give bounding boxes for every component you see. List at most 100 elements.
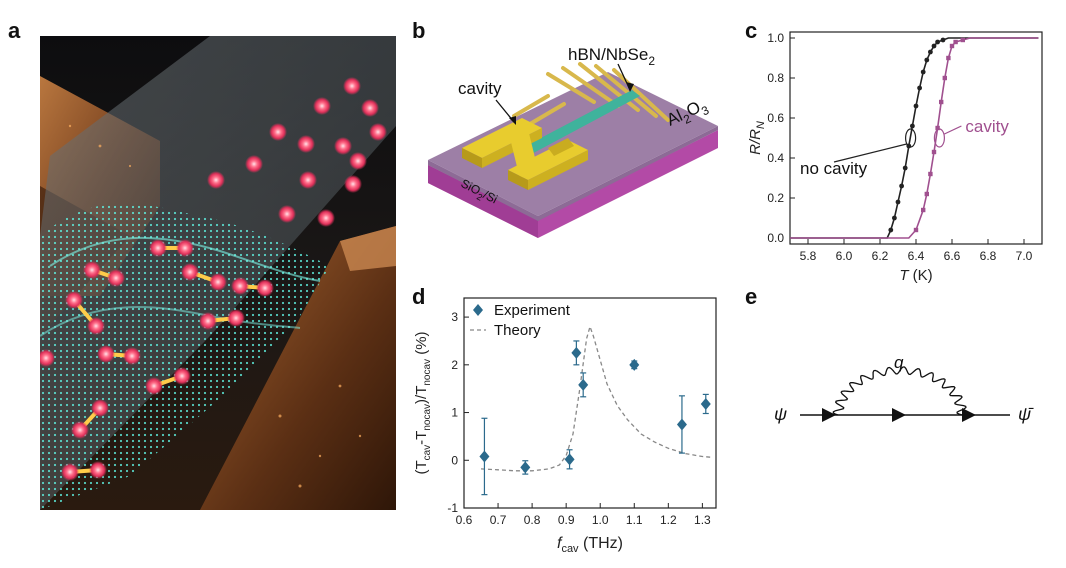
data-point [892,215,897,221]
x-axis-label: fcav (THz) [557,535,623,555]
data-point [920,69,926,75]
data-point [917,85,922,91]
psi-left: ψ [774,404,787,424]
arrow-mid-icon [892,408,906,422]
x-tick-label: 6.6 [944,249,961,263]
x-tick-label: 0.8 [524,513,541,527]
hbn-nbse2-channel [518,90,640,157]
cavity-structure [462,118,588,190]
data-point [942,75,947,81]
data-point [940,37,946,43]
y-tick-label: 1.0 [767,31,784,45]
panel-letter-b: b [412,18,426,43]
x-tick-label: 6.8 [980,249,997,263]
panel-letter-c: c [745,18,758,43]
legend-label-theory: Theory [494,322,541,339]
electron-particles [207,77,387,227]
data-point [910,123,915,129]
y-axis-label: (Tcav-Tnocav)/Tnocav (%) [413,331,433,474]
data-point [928,171,933,177]
annotation-line [833,143,907,163]
photon-loop [832,366,967,416]
data-point [564,453,575,466]
data-point [676,418,687,431]
series-line-0 [790,37,1039,239]
annotation-no-cavity: no cavity [800,159,868,178]
y-tick-label: 2 [451,358,458,372]
panel-a-illustration [40,36,396,510]
x-tick-label: 6.0 [836,249,853,263]
data-point [921,207,926,213]
data-point [913,227,919,233]
x-tick-label: 1.3 [694,513,711,527]
psi-right: ψ̄ [1018,404,1034,424]
x-tick-label: 5.8 [800,249,817,263]
data-point [935,39,940,45]
chart-c: 5.8 6.0 6.2 6.4 6.6 6.8 7.0 0.0 0.2 0.4 0.6 0.8 1.0 T… [748,31,1043,284]
legend-label-experiment: Experiment [494,302,571,319]
x-tick-label: 0.6 [456,513,473,527]
label-cavity: cavity [458,79,502,98]
panel-letter-e: e [745,284,758,309]
data-point [629,358,640,371]
data-point [520,461,531,474]
x-tick-label: 1.1 [626,513,643,527]
annotation-cavity: cavity [965,117,1009,136]
data-point [928,49,933,55]
y-tick-label: 0.8 [767,71,784,85]
chart-d: 0.6 0.7 0.8 0.9 1.0 1.1 1.2 1.3 -1 0 1 2 3 fcav (THz)… [413,297,717,555]
y-tick-label: -1 [447,501,458,515]
data-point [700,397,711,410]
panel-e-feynman: ψ ψ̄ q [774,353,1034,424]
y-tick-label: 3 [451,310,458,324]
x-tick-label: 0.7 [490,513,507,527]
panel-letter-d: d [412,284,426,309]
arrow-right-icon [962,408,976,422]
x-tick-label: 6.4 [908,249,925,263]
legend-marker-experiment [473,304,483,316]
label-material: hBN/NbSe2 [568,45,655,68]
x-axis-label: T (K) [899,267,932,284]
data-point [931,43,937,49]
y-tick-label: 0.0 [767,231,784,245]
y-tick-label: 1 [451,406,458,420]
data-point [935,125,940,131]
x-tick-label: 7.0 [1016,249,1033,263]
annotation-ellipse [905,128,917,148]
electrodes [512,62,670,126]
loop-label-q: q [894,353,904,372]
data-point [924,191,929,197]
data-point [931,149,937,155]
data-point [939,99,944,105]
data-point [888,227,894,233]
data-point [479,450,490,463]
x-tick-label: 6.2 [872,249,889,263]
plot-frame [463,297,717,509]
y-tick-label: 0.4 [767,151,784,165]
panel-letter-a: a [8,18,21,43]
data-point [902,165,908,171]
data-point [895,199,901,205]
data-point [571,346,582,359]
data-point [960,37,965,43]
data-point [949,43,955,49]
x-tick-label: 1.2 [660,513,677,527]
data-point [913,103,919,109]
y-tick-label: 0.6 [767,111,784,125]
data-point [899,183,904,189]
annotation-ellipse [933,128,945,148]
y-axis-label: R/RN [748,121,767,155]
data-point [953,39,958,45]
theory-curve [480,324,713,472]
y-tick-label: 0.2 [767,191,784,205]
panel-b-device: hBN/NbSe2 cavity Al2O3 SiO2/Si [428,45,718,238]
data-point [924,57,930,63]
x-tick-label: 1.0 [592,513,609,527]
x-tick-label: 0.9 [558,513,575,527]
data-point [578,378,589,391]
annotation-line [944,125,962,135]
data-point [946,55,951,61]
arrow-left-icon [822,408,836,422]
series-line-1 [790,37,1039,239]
y-tick-label: 0 [451,453,458,467]
